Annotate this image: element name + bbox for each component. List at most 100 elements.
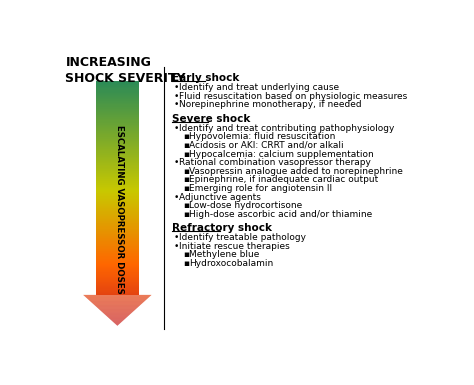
Polygon shape [96,112,139,113]
Polygon shape [96,98,139,99]
Text: •: • [173,242,179,251]
Polygon shape [96,99,139,100]
Polygon shape [96,114,139,115]
Polygon shape [96,285,139,286]
Polygon shape [96,87,139,88]
Text: •: • [173,158,179,167]
Text: •: • [173,124,179,133]
Polygon shape [96,220,139,221]
Polygon shape [96,181,139,182]
Polygon shape [96,258,139,259]
Polygon shape [96,146,139,147]
Polygon shape [96,162,139,163]
Polygon shape [96,277,139,278]
Polygon shape [96,195,139,196]
Polygon shape [96,219,139,220]
Polygon shape [96,225,139,226]
Polygon shape [96,119,139,121]
Polygon shape [96,204,139,205]
Polygon shape [96,84,139,85]
Polygon shape [96,231,139,232]
Polygon shape [96,255,139,256]
Polygon shape [96,164,139,166]
Polygon shape [96,97,139,98]
Text: ▪: ▪ [183,201,190,210]
Polygon shape [96,247,139,248]
Text: Identify and treat contributing pathophysiology: Identify and treat contributing pathophy… [179,124,395,133]
Polygon shape [96,102,139,103]
Text: ▪: ▪ [183,210,190,219]
Polygon shape [96,286,139,288]
Polygon shape [96,244,139,246]
Polygon shape [96,240,139,241]
Polygon shape [96,196,139,198]
Polygon shape [96,291,139,292]
Polygon shape [96,124,139,125]
Polygon shape [96,171,139,172]
Polygon shape [96,139,139,140]
Text: Fluid resuscitation based on physiologic measures: Fluid resuscitation based on physiologic… [179,92,408,101]
Text: Early shock: Early shock [172,73,239,83]
Polygon shape [96,294,139,295]
Polygon shape [96,259,139,261]
Polygon shape [96,199,139,200]
Polygon shape [96,284,139,285]
Text: INCREASING
SHOCK SEVERITY: INCREASING SHOCK SEVERITY [65,56,186,85]
Text: Identify treatable pathology: Identify treatable pathology [179,233,306,242]
Polygon shape [96,188,139,189]
Polygon shape [96,96,139,97]
Polygon shape [96,152,139,154]
Polygon shape [96,142,139,143]
Polygon shape [96,140,139,141]
Polygon shape [96,214,139,215]
Text: Refractory shock: Refractory shock [172,223,272,233]
Polygon shape [96,88,139,89]
Polygon shape [96,222,139,223]
Polygon shape [96,111,139,112]
Polygon shape [96,145,139,146]
Polygon shape [96,243,139,244]
Polygon shape [96,105,139,107]
Polygon shape [96,233,139,234]
Text: Emerging role for angiotensin II: Emerging role for angiotensin II [190,184,333,193]
Text: Severe shock: Severe shock [172,114,250,124]
Polygon shape [96,118,139,119]
Polygon shape [96,261,139,262]
Text: ESCALATING VASOPRESSOR DOSES: ESCALATING VASOPRESSOR DOSES [115,125,124,294]
Polygon shape [96,128,139,129]
Polygon shape [96,179,139,181]
Polygon shape [96,129,139,130]
Polygon shape [96,192,139,193]
Text: Low-dose hydrocortisone: Low-dose hydrocortisone [190,201,303,210]
Text: Hypovolemia: fluid resuscitation: Hypovolemia: fluid resuscitation [190,132,336,141]
Polygon shape [96,82,139,83]
Polygon shape [96,217,139,218]
Polygon shape [96,175,139,176]
Polygon shape [96,266,139,267]
Polygon shape [96,125,139,126]
Polygon shape [96,236,139,237]
Polygon shape [96,267,139,268]
Polygon shape [96,213,139,214]
Polygon shape [96,170,139,171]
Text: ▪: ▪ [183,250,190,259]
Polygon shape [96,113,139,114]
Polygon shape [96,154,139,155]
Polygon shape [96,256,139,258]
Polygon shape [96,143,139,144]
Text: Norepinephrine monotherapy, if needed: Norepinephrine monotherapy, if needed [179,100,362,109]
Polygon shape [96,276,139,277]
Polygon shape [96,205,139,206]
Text: High-dose ascorbic acid and/or thiamine: High-dose ascorbic acid and/or thiamine [190,210,373,219]
Polygon shape [96,283,139,284]
Polygon shape [96,93,139,94]
Polygon shape [96,163,139,164]
Polygon shape [96,221,139,222]
Polygon shape [96,280,139,281]
Polygon shape [96,169,139,170]
Polygon shape [96,190,139,191]
Polygon shape [96,237,139,238]
Polygon shape [96,117,139,118]
Polygon shape [96,254,139,255]
Polygon shape [96,133,139,134]
